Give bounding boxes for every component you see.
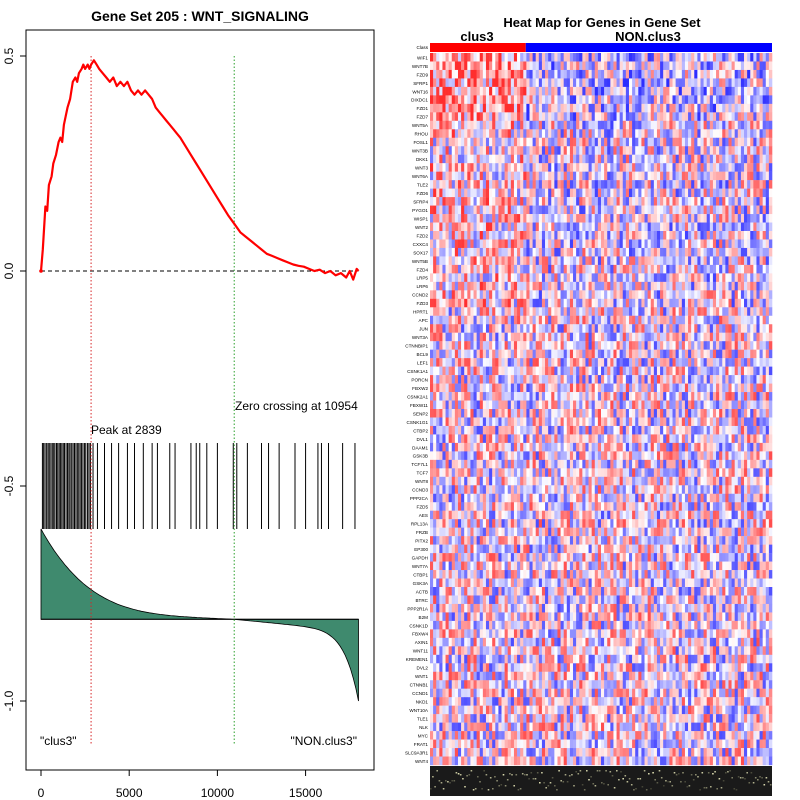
enrichment-plot-title: Gene Set 205 : WNT_SIGNALING <box>91 8 309 24</box>
y-tick-label: -1.0 <box>2 690 16 711</box>
x-tick-label: 5000 <box>116 786 143 800</box>
zero-crossing-annotation: Zero crossing at 10954 <box>235 399 358 413</box>
y-tick-label: -0.5 <box>2 475 16 496</box>
running-score-start-point <box>39 269 43 273</box>
y-tick-label: 0.5 <box>2 47 16 64</box>
hit-ticks <box>41 443 356 529</box>
left-group-label: "clus3" <box>40 734 77 748</box>
x-tick-label: 15000 <box>289 786 323 800</box>
x-tick-label: 0 <box>38 786 45 800</box>
peak-annotation: Peak at 2839 <box>91 423 162 437</box>
enrichment-plot-axes: 0 5000 10000 15000 0.5 0.0 -0.5 -1.0 <box>2 47 323 800</box>
ranked-metric-area <box>40 528 359 702</box>
x-tick-label: 10000 <box>201 786 235 800</box>
y-tick-label: 0.0 <box>2 262 16 279</box>
right-group-label: "NON.clus3" <box>290 734 357 748</box>
running-enrichment-score-line <box>39 59 360 281</box>
